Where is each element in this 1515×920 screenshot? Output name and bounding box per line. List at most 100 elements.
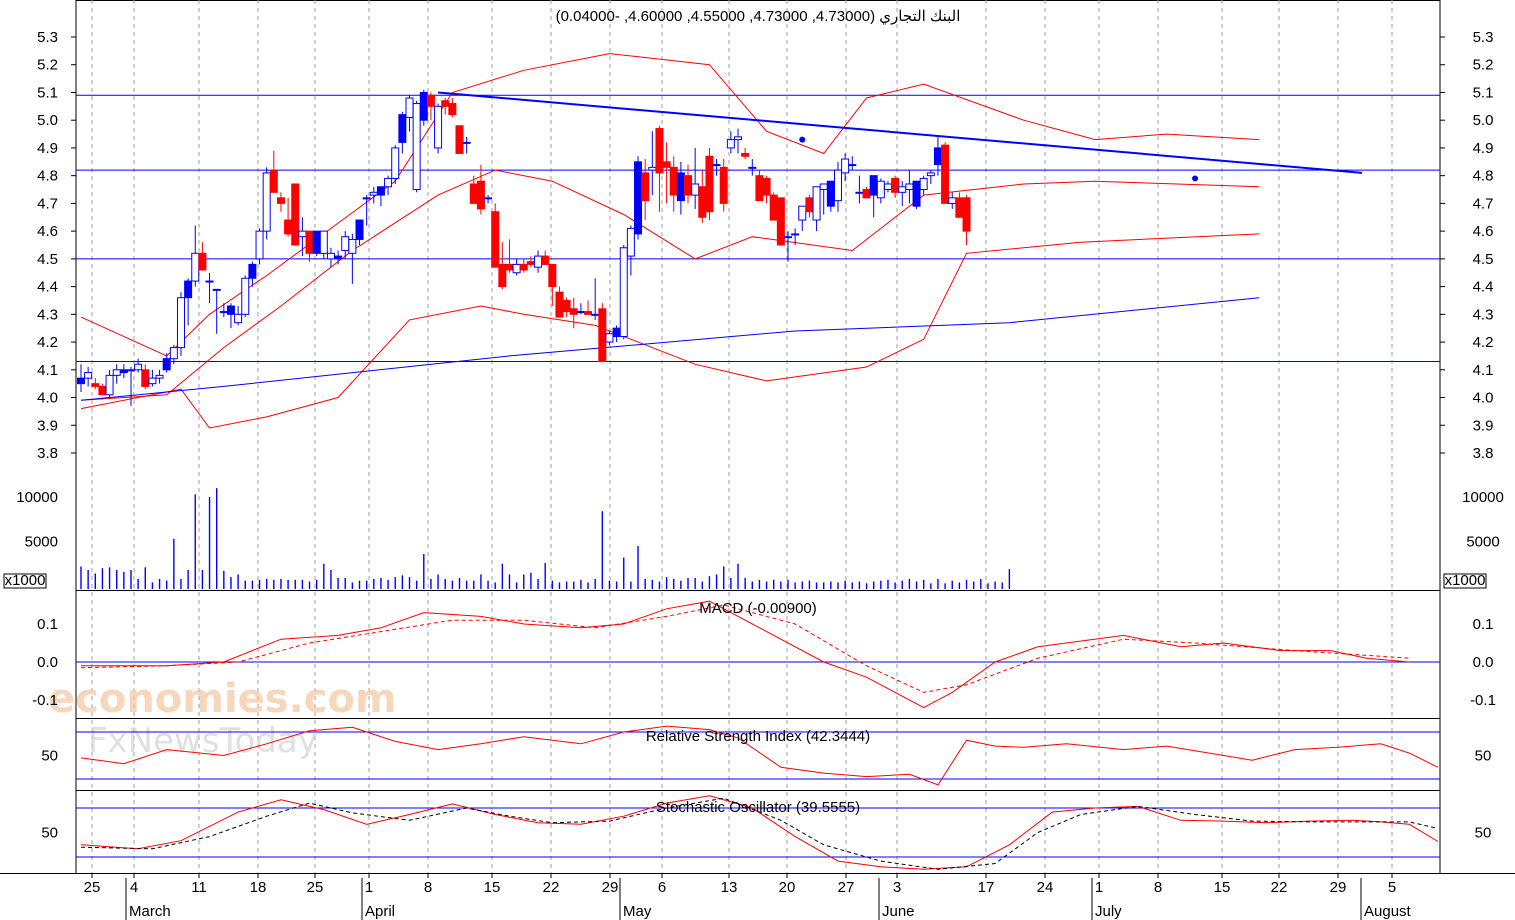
- price-tick-right: 5.3: [1473, 29, 1494, 46]
- bollinger-lower-band: [80, 233, 1260, 429]
- candle-body: [726, 139, 735, 149]
- candle-body: [405, 97, 414, 118]
- price-tick-right: 3.9: [1473, 417, 1494, 434]
- candle-body: [776, 197, 785, 246]
- macd-tick-right: -0.1: [1470, 692, 1496, 709]
- macd-tick-left: 0.1: [37, 616, 58, 633]
- candle-body: [148, 377, 157, 385]
- x-tick-label: 22: [543, 879, 560, 896]
- candle-body: [248, 263, 257, 279]
- signal-dot: [799, 136, 806, 143]
- volume-tick-right: 5000: [1466, 534, 1499, 551]
- stochastic-panel: [76, 795, 1440, 870]
- bollinger-upper-band: [80, 53, 1260, 357]
- stoch-d-line: [80, 797, 1439, 870]
- candle-body: [134, 363, 143, 371]
- candle-body: [219, 311, 228, 314]
- candle-body: [362, 197, 371, 200]
- candle-body: [462, 141, 471, 144]
- price-tick-left: 4.9: [37, 140, 58, 157]
- candle-body: [755, 175, 764, 202]
- month-label: August: [1364, 903, 1412, 920]
- candle-body: [555, 291, 564, 318]
- candle-body: [848, 164, 857, 167]
- moving-average-line: [80, 297, 1260, 401]
- month-label: June: [882, 903, 915, 920]
- price-tick-left: 4.4: [37, 279, 58, 296]
- price-tick-left: 5.2: [37, 57, 58, 74]
- price-tick-right: 4.3: [1473, 306, 1494, 323]
- price-tick-left: 4.7: [37, 195, 58, 212]
- watermark-economies: economies.com: [48, 676, 397, 722]
- candle-body: [269, 169, 278, 193]
- x-tick-label: 15: [1214, 879, 1231, 896]
- candle-body: [562, 299, 571, 313]
- candle-body: [141, 369, 150, 387]
- price-tick-right: 4.8: [1473, 168, 1494, 185]
- candle-body: [348, 238, 357, 254]
- x-tick-label: 13: [721, 879, 738, 896]
- candle-body: [291, 183, 300, 246]
- candle-body: [191, 252, 200, 282]
- x-tick-label: 18: [250, 879, 267, 896]
- x-tick-label: 22: [1271, 879, 1288, 896]
- price-tick-right: 4.0: [1473, 390, 1494, 407]
- candle-body: [419, 91, 428, 121]
- candle-body: [98, 385, 107, 396]
- macd-tick-right: 0.0: [1473, 654, 1494, 671]
- candle-body: [519, 263, 528, 271]
- candle-body: [77, 377, 85, 385]
- x-tick-label: 20: [779, 879, 796, 896]
- axis-labels: 25 4 11 18 25 1 8 15 22 29 6 13 20 27 3 17 24 1 8 15 22 29 5Ma…: [3, 29, 1504, 920]
- volume-panel: [80, 488, 1011, 589]
- candle-body: [862, 189, 871, 199]
- candle-body: [119, 369, 128, 374]
- candle-body: [948, 197, 957, 204]
- price-tick-left: 5.0: [37, 112, 58, 129]
- candle-body: [655, 128, 664, 174]
- candle-body: [469, 183, 478, 204]
- candle-body: [476, 180, 485, 210]
- candle-body: [505, 263, 514, 271]
- x-tick-label: 8: [424, 879, 432, 896]
- panel-frame: [75, 0, 1441, 591]
- price-tick-left: 4.3: [37, 306, 58, 323]
- price-tick-left: 4.5: [37, 251, 58, 268]
- candle-body: [284, 219, 293, 235]
- candle-body: [919, 177, 928, 191]
- signal-dot: [1192, 175, 1199, 182]
- month-label: March: [129, 903, 171, 920]
- price-tick-right: 4.2: [1473, 334, 1494, 351]
- candle-body: [933, 147, 942, 166]
- watermark: economies.com FxNewsToday: [48, 676, 397, 761]
- x-tick-label: 25: [84, 879, 101, 896]
- candle-body: [234, 313, 243, 324]
- candle-body: [155, 374, 164, 379]
- candle-body: [276, 197, 285, 204]
- x-tick-label: 24: [1037, 879, 1054, 896]
- candle-body: [855, 191, 864, 194]
- candle-body: [391, 147, 400, 179]
- candle-body: [769, 194, 778, 221]
- candle-body: [526, 261, 535, 265]
- candle-body: [384, 177, 393, 188]
- candle-body: [334, 255, 343, 260]
- stochastic-title: Stochastic Oscillator (39.5555): [656, 799, 860, 816]
- candle-body: [569, 308, 578, 315]
- candle-body: [212, 288, 221, 291]
- candle-body: [84, 372, 93, 379]
- price-title: البنك التجاري (4.73000, 4.73000, 4.55000…: [556, 8, 961, 25]
- candle-body: [312, 230, 321, 254]
- volume-unit-box-left: [3, 573, 47, 589]
- candle-body: [841, 158, 850, 174]
- price-tick-left: 5.3: [37, 29, 58, 46]
- candle-body: [641, 172, 650, 202]
- trendline: [437, 91, 1363, 174]
- x-tick-label: 27: [838, 879, 855, 896]
- candle-body: [576, 311, 585, 314]
- candle-body: [534, 255, 543, 268]
- candle-body: [184, 280, 193, 299]
- volume-tick-left: 10000: [16, 489, 58, 506]
